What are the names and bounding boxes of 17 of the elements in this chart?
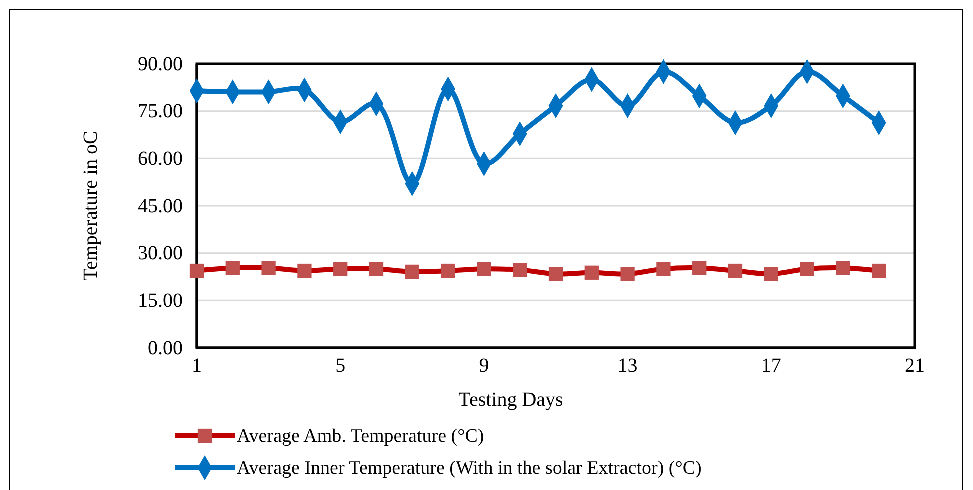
y-axis-title: Temperature in oC xyxy=(80,131,102,281)
x-axis-title: Testing Days xyxy=(458,389,564,411)
y-tick-label: 0.00 xyxy=(148,337,183,360)
y-tick-label: 45.00 xyxy=(138,195,183,218)
y-tick-label: 75.00 xyxy=(138,100,183,123)
y-tick-label: 60.00 xyxy=(138,148,183,170)
y-tick-label: 30.00 xyxy=(138,242,183,265)
y-tick-label: 90.00 xyxy=(138,53,183,76)
x-tick-label: 1 xyxy=(192,355,202,378)
legend-label: Average Inner Temperature (With in the solar Extractor) (°C) xyxy=(237,458,702,479)
legend-label: Average Amb. Temperature (°C) xyxy=(237,426,484,447)
x-tick-label: 21 xyxy=(905,355,925,378)
x-tick-label: 9 xyxy=(479,355,490,378)
y-tick-label: 15.00 xyxy=(138,290,183,312)
x-tick-label: 5 xyxy=(336,355,346,378)
x-tick-label: 17 xyxy=(761,355,782,378)
x-tick-label: 13 xyxy=(618,355,638,378)
